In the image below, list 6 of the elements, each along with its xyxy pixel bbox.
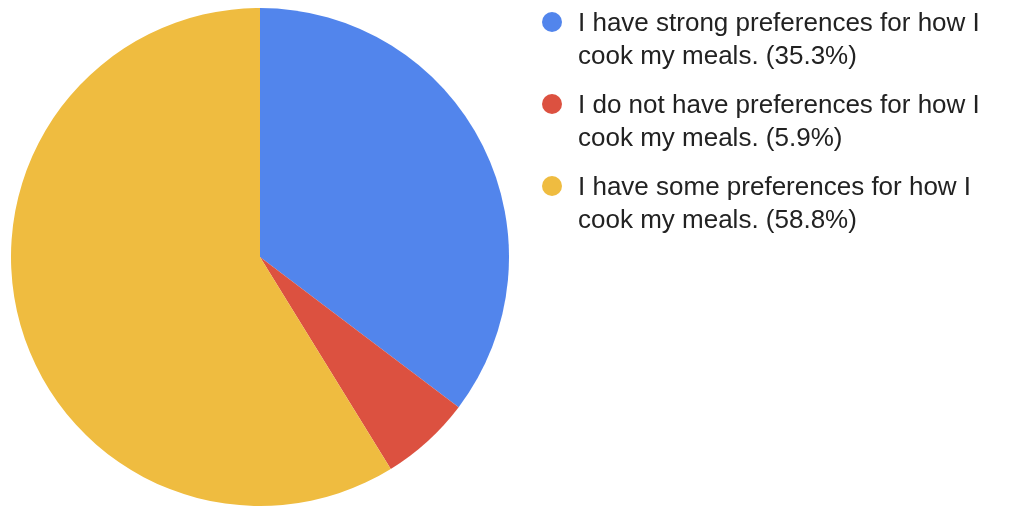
legend-label: I do not have preferences for how I cook my meals. (5.9%) (578, 89, 980, 152)
legend-label: I have strong preferences for how I cook my meals. (35.3%) (578, 7, 980, 70)
pie-slice (260, 8, 509, 408)
legend-label: I have some preferences for how I cook my meals. (58.8%) (578, 171, 972, 234)
pie-slice (11, 8, 391, 506)
pie-slice (260, 257, 459, 469)
